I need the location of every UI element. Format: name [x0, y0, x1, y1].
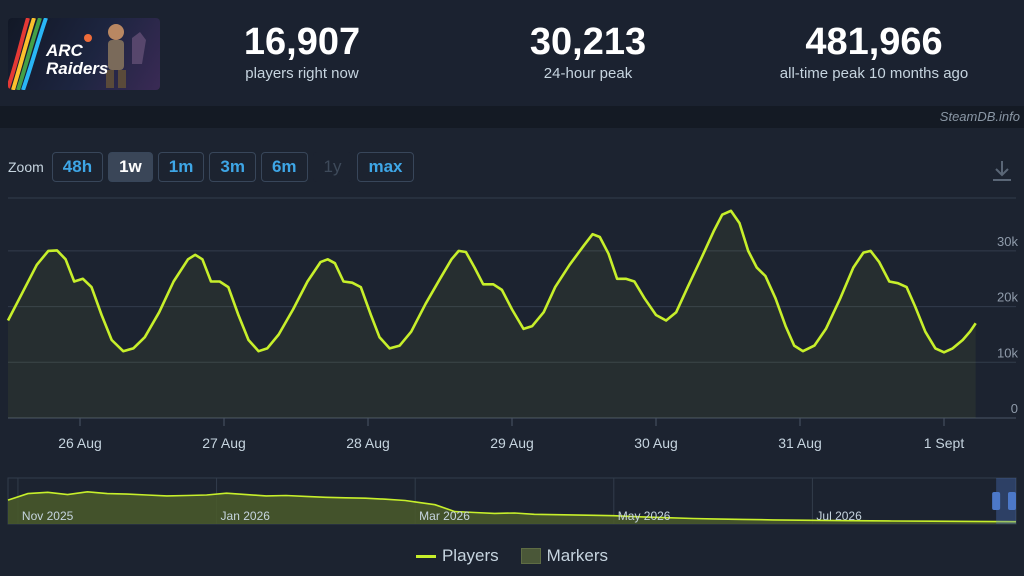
main-chart-x-labels: 26 Aug 27 Aug 28 Aug 29 Aug 30 Aug 31 Aug 1 Se…	[58, 435, 964, 451]
logo-text-line1: ARC	[45, 41, 84, 60]
stat-24h-peak-value: 30,213	[529, 21, 647, 63]
zoom-3m-button[interactable]: 3m	[209, 152, 256, 182]
navigator-right-handle[interactable]	[1008, 492, 1016, 510]
zoom-label: Zoom	[8, 159, 44, 175]
zoom-controls: Zoom 48h 1w 1m 3m 6m 1y max	[8, 151, 419, 183]
logo-text-line2: Raiders	[46, 59, 108, 78]
main-chart-y-labels: 0 10k 20k 30k	[997, 234, 1018, 416]
navigator-selection[interactable]	[996, 478, 1016, 524]
legend-item-markers[interactable]: Markers	[520, 546, 609, 566]
x-tick-label: 27 Aug	[202, 435, 246, 451]
y-tick-label: 10k	[997, 345, 1018, 360]
navigator-left-handle[interactable]	[992, 492, 1001, 510]
zoom-1m-button[interactable]: 1m	[157, 152, 205, 182]
download-button[interactable]	[990, 158, 1014, 184]
stat-current: 16,907 players right now	[220, 20, 384, 84]
zoom-6m-button[interactable]: 6m	[260, 152, 308, 182]
navigator-x-label: May 2026	[618, 509, 671, 523]
y-tick-label: 20k	[997, 290, 1018, 305]
stat-all-time-peak-label: all-time peak 10 months ago	[779, 65, 969, 82]
legend-item-players[interactable]: Players	[415, 546, 499, 566]
x-tick-label: 30 Aug	[634, 435, 678, 451]
zoom-1y-button: 1y	[312, 152, 353, 182]
navigator-series-line	[7, 490, 1017, 523]
x-tick-label: 28 Aug	[346, 435, 390, 451]
stats-header: ARC Raiders 16,907 players right now 30,…	[0, 0, 1024, 106]
players-series-line[interactable]	[6, 209, 977, 354]
stat-24h-peak-label: 24-hour peak	[543, 65, 633, 82]
legend-players-label: Players	[441, 546, 499, 565]
x-tick-label: 26 Aug	[58, 435, 102, 451]
credit-bar: SteamDB.info	[0, 106, 1024, 128]
stat-current-label: players right now	[245, 65, 359, 82]
stat-current-value: 16,907	[243, 21, 361, 63]
chart-legend: Players Markers	[0, 544, 1024, 568]
zoom-1w-button[interactable]: 1w	[108, 152, 153, 182]
players-series-area	[8, 210, 976, 418]
x-tick-label: 29 Aug	[490, 435, 534, 451]
navigator-x-labels: Nov 2025 Jan 2026 Mar 2026 May 2026 Jul 2026	[22, 509, 862, 523]
stat-24h-peak: 30,213 24-hour peak	[504, 20, 672, 84]
zoom-max-button[interactable]: max	[357, 152, 414, 182]
navigator-x-label: Jul 2026	[816, 509, 862, 523]
steamdb-credit[interactable]: SteamDB.info	[939, 109, 1020, 124]
player-count-chart[interactable]: 0 10k 20k 30k 26 Aug 27 Aug 28 Aug 29 Aug 30 Au…	[0, 190, 1024, 490]
y-tick-label: 0	[1011, 401, 1018, 416]
navigator-x-label: Mar 2026	[419, 509, 470, 523]
y-tick-label: 30k	[997, 234, 1018, 249]
legend-players-swatch	[415, 554, 436, 558]
navigator-x-label: Jan 2026	[221, 509, 271, 523]
legend-markers-label: Markers	[546, 546, 609, 565]
stat-all-time-peak-value: 481,966	[805, 21, 943, 63]
navigator-series-area	[8, 491, 1016, 524]
x-tick-label: 1 Sept	[924, 435, 965, 451]
game-logo-art: ARC Raiders	[8, 18, 146, 90]
download-icon	[993, 161, 1011, 181]
zoom-48h-button[interactable]: 48h	[51, 152, 104, 182]
game-logo[interactable]: ARC Raiders	[8, 18, 160, 90]
main-chart-x-ticks	[79, 418, 945, 426]
stat-all-time-peak: 481,966 all-time peak 10 months ago	[760, 20, 988, 84]
navigator-x-label: Nov 2025	[22, 509, 74, 523]
x-tick-label: 31 Aug	[778, 435, 822, 451]
legend-markers-flag-icon	[520, 548, 541, 564]
navigator-chart[interactable]: Nov 2025 Jan 2026 Mar 2026 May 2026 Jul 2026	[0, 476, 1024, 526]
